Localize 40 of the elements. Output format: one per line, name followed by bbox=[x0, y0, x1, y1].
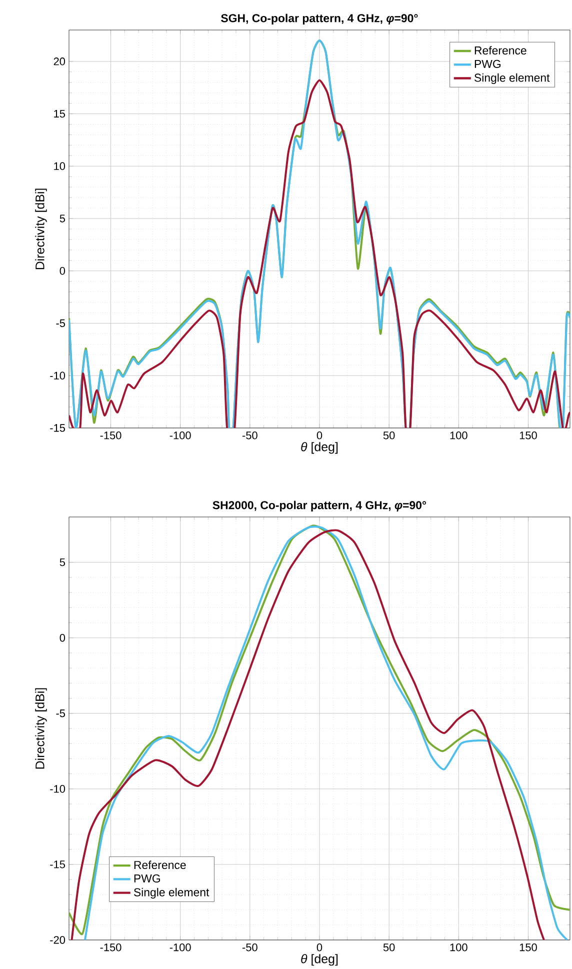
y-tick-label: -15 bbox=[50, 860, 66, 868]
x-tick-label: 50 bbox=[383, 943, 395, 952]
y-tick-label: 0 bbox=[60, 267, 66, 275]
x-tick-label: -50 bbox=[242, 943, 258, 952]
y-tick-label: -10 bbox=[50, 785, 66, 793]
x-tick-label: 0 bbox=[316, 432, 322, 440]
x-tick-label: -100 bbox=[170, 432, 191, 440]
x-tick-label: -150 bbox=[100, 943, 122, 952]
legend-label: PWG bbox=[474, 60, 500, 68]
y-tick-label: 15 bbox=[54, 110, 66, 118]
x-tick-label: -150 bbox=[100, 432, 122, 440]
x-tick-label: -50 bbox=[242, 432, 258, 440]
y-tick-label: -15 bbox=[50, 424, 66, 432]
x-axis-title: θ [deg] bbox=[301, 442, 338, 454]
y-tick-label: -5 bbox=[56, 319, 66, 328]
y-axis-title: Directivity [dBi] bbox=[35, 188, 47, 270]
legend-label: Single element bbox=[474, 73, 550, 84]
y-tick-label: 5 bbox=[60, 214, 66, 222]
x-tick-label: 100 bbox=[450, 943, 468, 952]
y-tick-label: -20 bbox=[50, 936, 66, 944]
x-tick-label: 100 bbox=[450, 432, 468, 440]
legend-label: PWG bbox=[134, 874, 160, 883]
chart-title: SGH, Co-polar pattern, 4 GHz, φ=90° bbox=[221, 14, 418, 24]
y-tick-label: -5 bbox=[56, 710, 66, 718]
legend-label: Reference bbox=[474, 46, 526, 55]
y-tick-label: 20 bbox=[54, 58, 66, 66]
chart-title: SH2000, Co-polar pattern, 4 GHz, φ=90° bbox=[212, 500, 426, 512]
y-axis-title: Directivity [dBi] bbox=[35, 688, 47, 769]
y-tick-label: 0 bbox=[60, 634, 66, 642]
x-tick-label: -100 bbox=[170, 943, 191, 952]
x-tick-label: 150 bbox=[520, 432, 537, 440]
legend-label: Single element bbox=[134, 888, 210, 899]
y-tick-label: 5 bbox=[60, 558, 66, 566]
y-tick-label: -10 bbox=[50, 372, 66, 380]
x-axis-title: θ [deg] bbox=[301, 954, 338, 966]
legend-label: Reference bbox=[134, 860, 186, 870]
x-tick-label: 0 bbox=[316, 943, 322, 952]
y-tick-label: 10 bbox=[54, 162, 66, 170]
x-tick-label: 150 bbox=[520, 943, 537, 952]
x-tick-label: 50 bbox=[383, 432, 395, 440]
